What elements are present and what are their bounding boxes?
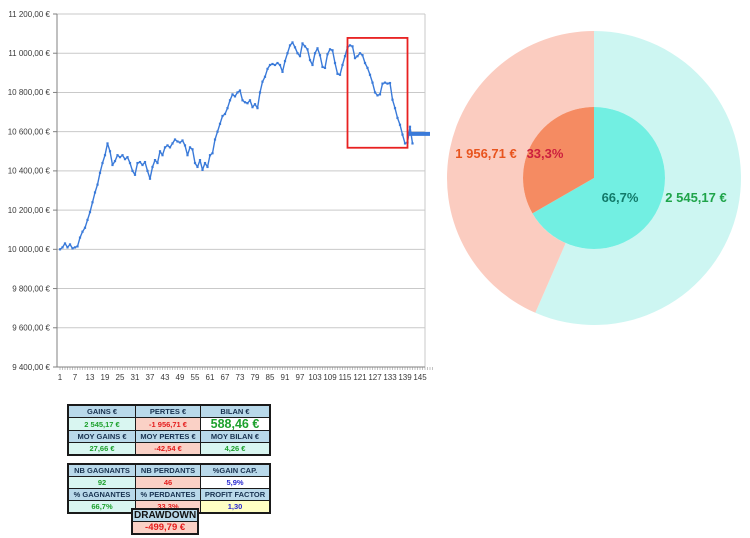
x-tick-label: 85	[266, 373, 275, 382]
x-tick-label: 91	[281, 373, 290, 382]
gains-losses-donut-chart	[447, 31, 741, 325]
outer-ring-slice-losses-amount	[447, 31, 594, 313]
x-tick-label: 121	[353, 373, 367, 382]
inner-pie-slice-win-pct	[532, 107, 666, 249]
nb-perdants-header-cell: NB PERDANTS	[135, 463, 201, 477]
moy-pertes-header-cell: MOY PERTES €	[135, 430, 201, 443]
table-row: 2 545,17 € -1 956,71 € 588,46 €	[67, 417, 271, 431]
moy-bilan-value-cell: 4,26 €	[200, 442, 271, 456]
x-tick-label: 19	[101, 373, 110, 382]
y-tick-label: 11 200,00 €	[8, 10, 50, 19]
profit-factor-value-cell: 1,30	[200, 500, 271, 514]
table-row: NB GAGNANTS NB PERDANTS %GAIN CAP.	[67, 463, 271, 477]
drawdown-table: DRAWDOWN -499,79 €	[131, 508, 200, 535]
x-tick-label: 133	[383, 373, 397, 382]
y-tick-label: 10 800,00 €	[8, 88, 51, 97]
summary-table: GAINS € PERTES € BILAN € 2 545,17 € -1 9…	[67, 404, 271, 456]
table-row: GAINS € PERTES € BILAN €	[67, 404, 271, 418]
gain-cap-value-cell: 5,9%	[200, 476, 271, 489]
gains-header-cell: GAINS €	[67, 404, 136, 418]
pertes-header-cell: PERTES €	[135, 404, 201, 418]
x-tick-label: 61	[206, 373, 215, 382]
x-tick-label: 115	[339, 373, 352, 382]
y-tick-label: 9 600,00 €	[12, 324, 50, 333]
x-tick-label: 67	[221, 373, 230, 382]
y-tick-label: 11 000,00 €	[8, 49, 50, 58]
gains-amount-label: 2 545,17 €	[665, 190, 727, 205]
gains-value-cell: 2 545,17 €	[67, 417, 136, 431]
table-row: % GAGNANTES % PERDANTES PROFIT FACTOR	[67, 488, 271, 501]
x-tick-label: 31	[131, 373, 140, 382]
pct-gagnantes-value-cell: 66,7%	[67, 500, 136, 514]
y-tick-label: 10 600,00 €	[8, 127, 51, 136]
x-tick-label: 109	[323, 373, 337, 382]
outer-ring-slice-gains-amount	[535, 31, 741, 325]
y-tick-label: 10 400,00 €	[8, 167, 51, 176]
x-tick-label: 55	[191, 373, 200, 382]
moy-gains-header-cell: MOY GAINS €	[67, 430, 136, 443]
x-tick-label: 7	[73, 373, 78, 382]
bilan-header-cell: BILAN €	[200, 404, 271, 418]
bilan-value-cell: 588,46 €	[200, 417, 271, 431]
losses-amount-label: 1 956,71 €	[455, 146, 517, 161]
profit-factor-header-cell: PROFIT FACTOR	[200, 488, 271, 501]
gain-cap-header-cell: %GAIN CAP.	[200, 463, 271, 477]
drawdown-highlight-box	[346, 37, 409, 149]
x-tick-label: 97	[296, 373, 305, 382]
x-tick-label: 79	[251, 373, 260, 382]
counts-table: NB GAGNANTS NB PERDANTS %GAIN CAP. 92 46…	[67, 463, 271, 514]
x-tick-label: 25	[116, 373, 125, 382]
win-percentage-label: 66,7%	[601, 190, 639, 205]
table-row: -499,79 €	[131, 521, 199, 535]
x-tick-label: 43	[161, 373, 170, 382]
equity-line	[59, 41, 414, 250]
x-tick-label: 37	[146, 373, 155, 382]
y-tick-label: 9 400,00 €	[12, 363, 50, 372]
equity-line-chart: 11 200,00 € 11 000,00 € 10 800,00 € 10 600,…	[8, 10, 433, 382]
loss-percentage-label: 33,3%	[526, 146, 564, 161]
x-tick-label: 13	[86, 373, 95, 382]
x-tick-label: 127	[368, 373, 382, 382]
x-tick-label: 1	[58, 373, 63, 382]
nb-perdants-value-cell: 46	[135, 476, 201, 489]
y-tick-label: 10 200,00 €	[8, 206, 51, 215]
pct-gagnantes-header-cell: % GAGNANTES	[67, 488, 136, 501]
moy-bilan-header-cell: MOY BILAN €	[200, 430, 271, 443]
moy-gains-value-cell: 27,66 €	[67, 442, 136, 456]
table-row: 27,66 € -42,54 € 4,26 €	[67, 442, 271, 456]
drawdown-header-cell: DRAWDOWN	[131, 508, 199, 522]
x-tick-label: 103	[308, 373, 322, 382]
x-tick-label: 73	[236, 373, 245, 382]
table-row: 92 46 5,9%	[67, 476, 271, 489]
x-tick-label: 145	[413, 373, 427, 382]
drawdown-value-cell: -499,79 €	[131, 521, 199, 535]
pct-perdantes-header-cell: % PERDANTES	[135, 488, 201, 501]
y-tick-label: 9 800,00 €	[12, 284, 50, 293]
table-row: MOY GAINS € MOY PERTES € MOY BILAN €	[67, 430, 271, 443]
table-row: DRAWDOWN	[131, 508, 199, 522]
pertes-value-cell: -1 956,71 €	[135, 417, 201, 431]
equity-point-markers	[58, 41, 414, 251]
inner-pie-slice-loss-pct	[523, 107, 594, 214]
y-tick-label: 10 000,00 €	[8, 245, 51, 254]
x-tick-label: 49	[176, 373, 185, 382]
nb-gagnants-value-cell: 92	[67, 476, 136, 489]
moy-pertes-value-cell: -42,54 €	[135, 442, 201, 456]
x-tick-label: 139	[398, 373, 412, 382]
nb-gagnants-header-cell: NB GAGNANTS	[67, 463, 136, 477]
